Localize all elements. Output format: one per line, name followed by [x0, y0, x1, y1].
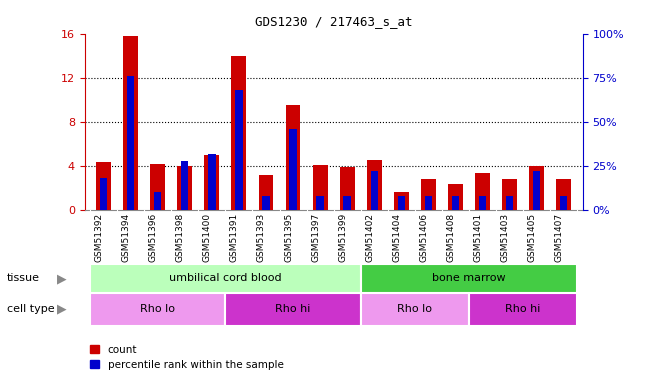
Bar — [560, 196, 568, 210]
Text: GSM51402: GSM51402 — [365, 213, 374, 262]
Bar — [177, 166, 192, 210]
Text: ▶: ▶ — [57, 303, 66, 316]
Bar — [150, 164, 165, 210]
Bar — [398, 196, 405, 210]
Bar — [361, 264, 577, 292]
Legend: count, percentile rank within the sample: count, percentile rank within the sample — [90, 345, 283, 370]
Text: cell type: cell type — [7, 304, 54, 314]
Text: Rho lo: Rho lo — [140, 304, 175, 314]
Bar — [506, 196, 513, 210]
Text: bone marrow: bone marrow — [432, 273, 506, 284]
Bar — [312, 165, 327, 210]
Bar — [208, 154, 215, 210]
Bar — [448, 184, 463, 210]
Bar — [123, 36, 138, 210]
Text: GSM51407: GSM51407 — [555, 213, 564, 262]
Text: GSM51392: GSM51392 — [94, 213, 104, 262]
Bar — [340, 167, 355, 210]
Text: umbilical cord blood: umbilical cord blood — [169, 273, 282, 284]
Bar — [421, 179, 436, 210]
Text: GSM51398: GSM51398 — [176, 213, 185, 262]
Text: Rho lo: Rho lo — [397, 304, 432, 314]
Bar — [204, 155, 219, 210]
Bar — [424, 196, 432, 210]
Bar — [344, 196, 351, 210]
Bar — [235, 90, 243, 210]
Text: GSM51403: GSM51403 — [501, 213, 510, 262]
Text: GSM51393: GSM51393 — [257, 213, 266, 262]
Bar — [90, 264, 361, 292]
Bar — [469, 292, 577, 326]
Text: GSM51406: GSM51406 — [419, 213, 428, 262]
Text: Rho hi: Rho hi — [275, 304, 311, 314]
Text: GSM51408: GSM51408 — [447, 213, 456, 262]
Text: GSM51404: GSM51404 — [393, 213, 401, 262]
Bar — [316, 196, 324, 210]
Bar — [452, 196, 459, 210]
Bar — [478, 196, 486, 210]
Text: ▶: ▶ — [57, 272, 66, 285]
Bar — [367, 160, 381, 210]
Bar — [96, 162, 111, 210]
Text: GSM51405: GSM51405 — [527, 213, 536, 262]
Bar — [127, 76, 134, 210]
Bar — [361, 292, 469, 326]
Bar — [529, 166, 544, 210]
Bar — [502, 179, 517, 210]
Bar — [394, 192, 409, 210]
Bar — [258, 175, 273, 210]
Bar — [100, 178, 107, 210]
Bar — [286, 105, 301, 210]
Bar — [533, 171, 540, 210]
Text: GSM51399: GSM51399 — [338, 213, 347, 262]
Bar — [262, 196, 270, 210]
Bar — [181, 160, 189, 210]
Text: GSM51397: GSM51397 — [311, 213, 320, 262]
Text: tissue: tissue — [7, 273, 40, 284]
Text: Rho hi: Rho hi — [505, 304, 541, 314]
Text: GSM51394: GSM51394 — [122, 213, 131, 262]
Text: GSM51400: GSM51400 — [203, 213, 212, 262]
Bar — [90, 292, 225, 326]
Text: GSM51395: GSM51395 — [284, 213, 293, 262]
Bar — [154, 192, 161, 210]
Text: GSM51401: GSM51401 — [473, 213, 482, 262]
Bar — [370, 171, 378, 210]
Text: GDS1230 / 217463_s_at: GDS1230 / 217463_s_at — [255, 15, 412, 28]
Bar — [475, 172, 490, 210]
Bar — [225, 292, 361, 326]
Text: GSM51391: GSM51391 — [230, 213, 239, 262]
Bar — [232, 56, 246, 210]
Bar — [556, 179, 571, 210]
Bar — [289, 129, 297, 210]
Text: GSM51396: GSM51396 — [148, 213, 158, 262]
